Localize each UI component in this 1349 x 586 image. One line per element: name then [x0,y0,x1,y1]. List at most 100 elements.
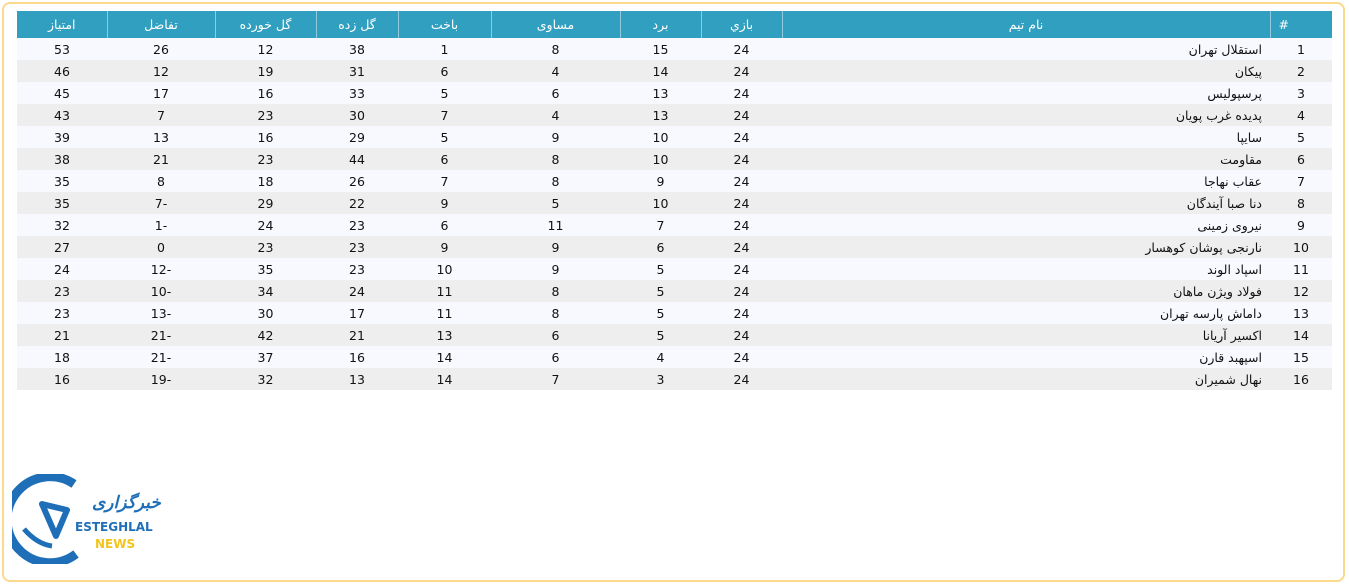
cell-rank: 15 [1270,346,1332,368]
cell-won: 5 [620,324,701,346]
header-won[interactable]: برد [619,11,701,38]
header-points[interactable]: امتیاز [17,11,107,38]
cell-won: 5 [620,302,701,324]
header-lost[interactable]: باخت [397,11,491,38]
cell-team-name[interactable]: نهال شمیران [782,368,1270,390]
cell-team-name[interactable]: پیکان [782,60,1270,82]
cell-goals-for: 31 [316,60,398,82]
cell-won: 15 [620,38,701,60]
cell-drawn: 9 [491,126,620,148]
cell-team-name[interactable]: نیروی زمینی [782,214,1270,236]
table-row: 6 مقاومت 24 10 8 6 44 23 21 38 [17,148,1332,170]
header-goals-for[interactable]: گل زده [315,11,398,38]
cell-goals-against: 30 [215,302,316,324]
football-logo-icon [2,472,79,568]
cell-points: 43 [17,104,107,126]
cell-played: 24 [701,280,782,302]
cell-goals-for: 29 [316,126,398,148]
league-standings-table: # نام تيم بازي برد مساوی باخت گل زده گل … [17,11,1332,390]
cell-won: 5 [620,280,701,302]
cell-played: 24 [701,214,782,236]
cell-points: 38 [17,148,107,170]
cell-lost: 6 [398,60,491,82]
cell-played: 24 [701,346,782,368]
logo-arabic-text: خبرگزاری [92,493,161,513]
cell-goal-difference: -12 [107,258,215,280]
cell-played: 24 [701,368,782,390]
table-row: 7 عقاب نهاجا 24 9 8 7 26 18 8 35 [17,170,1332,192]
cell-team-name[interactable]: داماش پارسه تهران [782,302,1270,324]
cell-lost: 7 [398,170,491,192]
cell-lost: 9 [398,192,491,214]
header-team[interactable]: نام تيم [781,11,1270,38]
cell-drawn: 11 [491,214,620,236]
cell-won: 14 [620,60,701,82]
cell-goals-against: 32 [215,368,316,390]
table-row: 2 پیکان 24 14 4 6 31 19 12 46 [17,60,1332,82]
cell-points: 53 [17,38,107,60]
cell-goals-against: 16 [215,82,316,104]
cell-drawn: 8 [491,302,620,324]
header-goals-against[interactable]: گل خورده [214,11,316,38]
cell-drawn: 6 [491,324,620,346]
cell-team-name[interactable]: اسپهبد قارن [782,346,1270,368]
logo-news-text: NEWS [95,537,136,551]
cell-rank: 11 [1270,258,1332,280]
cell-goal-difference: 21 [107,148,215,170]
cell-lost: 14 [398,368,491,390]
table-row: 3 پرسپولیس 24 13 6 5 33 16 17 45 [17,82,1332,104]
cell-goals-for: 21 [316,324,398,346]
cell-goals-for: 16 [316,346,398,368]
cell-goal-difference: -7 [107,192,215,214]
cell-lost: 9 [398,236,491,258]
cell-team-name[interactable]: مقاومت [782,148,1270,170]
cell-points: 46 [17,60,107,82]
cell-team-name[interactable]: اسپاد الوند [782,258,1270,280]
header-goal-difference[interactable]: تفاضل [106,11,215,38]
cell-points: 18 [17,346,107,368]
cell-goals-against: 37 [215,346,316,368]
table-row: 12 فولاد ویژن ماهان 24 5 8 11 24 34 -10 23 [17,280,1332,302]
cell-rank: 2 [1270,60,1332,82]
cell-goals-for: 13 [316,368,398,390]
cell-team-name[interactable]: استقلال تهران [782,38,1270,60]
cell-goal-difference: 17 [107,82,215,104]
cell-points: 23 [17,280,107,302]
cell-drawn: 4 [491,60,620,82]
cell-won: 13 [620,104,701,126]
cell-points: 24 [17,258,107,280]
cell-won: 10 [620,192,701,214]
cell-team-name[interactable]: دنا صبا آیندگان [782,192,1270,214]
cell-rank: 13 [1270,302,1332,324]
cell-goal-difference: -21 [107,346,215,368]
table-row: 15 اسپهبد قارن 24 4 6 14 16 37 -21 18 [17,346,1332,368]
cell-team-name[interactable]: فولاد ویژن ماهان [782,280,1270,302]
header-played[interactable]: بازي [700,11,782,38]
cell-team-name[interactable]: نارنجی پوشان کوهسار [782,236,1270,258]
cell-goals-against: 35 [215,258,316,280]
cell-points: 32 [17,214,107,236]
cell-goals-for: 33 [316,82,398,104]
cell-team-name[interactable]: پرسپولیس [782,82,1270,104]
cell-drawn: 8 [491,38,620,60]
cell-goals-for: 23 [316,214,398,236]
cell-team-name[interactable]: سایپا [782,126,1270,148]
cell-lost: 7 [398,104,491,126]
table-row: 16 نهال شمیران 24 3 7 14 13 32 -19 16 [17,368,1332,390]
cell-goal-difference: -19 [107,368,215,390]
table-row: 10 نارنجی پوشان کوهسار 24 6 9 9 23 23 0 27 [17,236,1332,258]
cell-won: 3 [620,368,701,390]
cell-goals-for: 26 [316,170,398,192]
header-drawn[interactable]: مساوی [490,11,620,38]
cell-goals-for: 44 [316,148,398,170]
cell-goals-against: 23 [215,236,316,258]
cell-team-name[interactable]: عقاب نهاجا [782,170,1270,192]
cell-won: 13 [620,82,701,104]
cell-drawn: 7 [491,368,620,390]
header-rank[interactable]: # [1269,11,1332,38]
cell-lost: 6 [398,214,491,236]
cell-team-name[interactable]: پدیده غرب پویان [782,104,1270,126]
cell-drawn: 8 [491,148,620,170]
cell-team-name[interactable]: اکسیر آریانا [782,324,1270,346]
table-row: 13 داماش پارسه تهران 24 5 8 11 17 30 -13 23 [17,302,1332,324]
